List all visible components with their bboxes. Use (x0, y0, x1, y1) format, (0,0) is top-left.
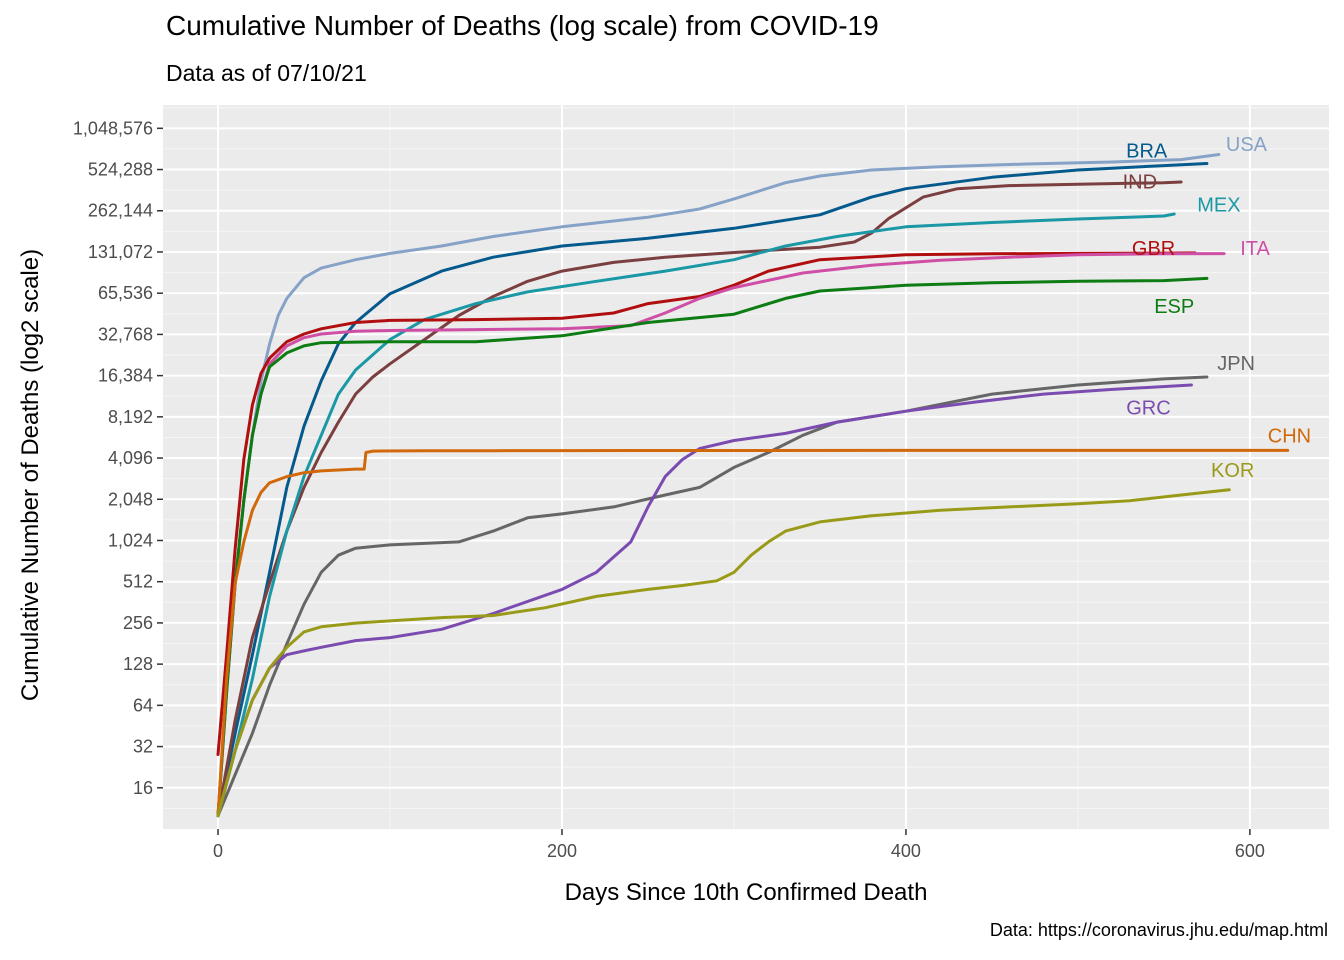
x-axis-title: Days Since 10th Confirmed Death (565, 879, 928, 906)
series-label-chn: CHN (1268, 425, 1311, 447)
series-line-mex (216, 212, 1176, 818)
x-axis-ticks: 0 200 400 600 (213, 829, 1265, 861)
series-label-grc: GRC (1126, 397, 1170, 419)
series-label-esp: ESP (1154, 296, 1194, 318)
series-labels: USA BRA IND MEX GBR ITA ESP JPN GRC CHN KOR (1123, 134, 1312, 482)
y-tick-label: 32 (133, 737, 153, 757)
series-label-kor: KOR (1211, 460, 1254, 482)
y-tick-label: 16,384 (98, 366, 153, 386)
series-label-jpn: JPN (1217, 353, 1255, 375)
data-source-caption: Data: https://coronavirus.jhu.edu/map.ht… (989, 920, 1328, 940)
series-line-grc (216, 383, 1193, 818)
series-line-gbr (216, 251, 1197, 756)
series-label-mex: MEX (1197, 195, 1240, 217)
chart-subtitle: Data as of 07/10/21 (166, 60, 367, 86)
series-line-ind (216, 180, 1183, 818)
series-line-bra (216, 162, 1209, 818)
y-tick-label: 128 (123, 654, 153, 674)
y-axis-ticks: 16 32 64 128 256 512 1,024 2,048 4,096 8,192 16,38… (73, 118, 163, 798)
series-line-esp (216, 276, 1209, 818)
y-tick-label: 512 (123, 572, 153, 592)
y-tick-label: 262,144 (88, 201, 153, 221)
x-tick-label: 200 (547, 841, 577, 861)
y-tick-label: 2,048 (108, 489, 153, 509)
y-axis-title: Cumulative Number of Deaths (log2 scale) (17, 249, 44, 701)
y-tick-label: 64 (133, 695, 153, 715)
minor-gridlines (163, 105, 1329, 829)
series-label-bra: BRA (1126, 141, 1168, 163)
y-tick-label: 65,536 (98, 283, 153, 303)
y-tick-label: 1,024 (108, 530, 153, 550)
series-label-gbr: GBR (1132, 238, 1175, 260)
y-tick-label: 256 (123, 613, 153, 633)
series-line-chn (216, 448, 1290, 818)
y-tick-label: 16 (133, 778, 153, 798)
plot-panel (163, 105, 1329, 829)
chart-title: Cumulative Number of Deaths (log scale) … (166, 10, 879, 41)
y-tick-label: 32,768 (98, 324, 153, 344)
x-tick-label: 400 (891, 841, 921, 861)
y-tick-label: 8,192 (108, 407, 153, 427)
series-line-kor (216, 488, 1231, 818)
y-tick-label: 131,072 (88, 242, 153, 262)
series-lines (216, 153, 1290, 818)
x-tick-label: 600 (1235, 841, 1265, 861)
y-tick-label: 524,288 (88, 160, 153, 180)
series-label-usa: USA (1226, 134, 1268, 156)
series-label-ind: IND (1123, 171, 1157, 193)
y-tick-label: 4,096 (108, 448, 153, 468)
series-label-ita: ITA (1240, 238, 1270, 260)
y-tick-label: 1,048,576 (73, 118, 153, 138)
x-tick-label: 0 (213, 841, 223, 861)
